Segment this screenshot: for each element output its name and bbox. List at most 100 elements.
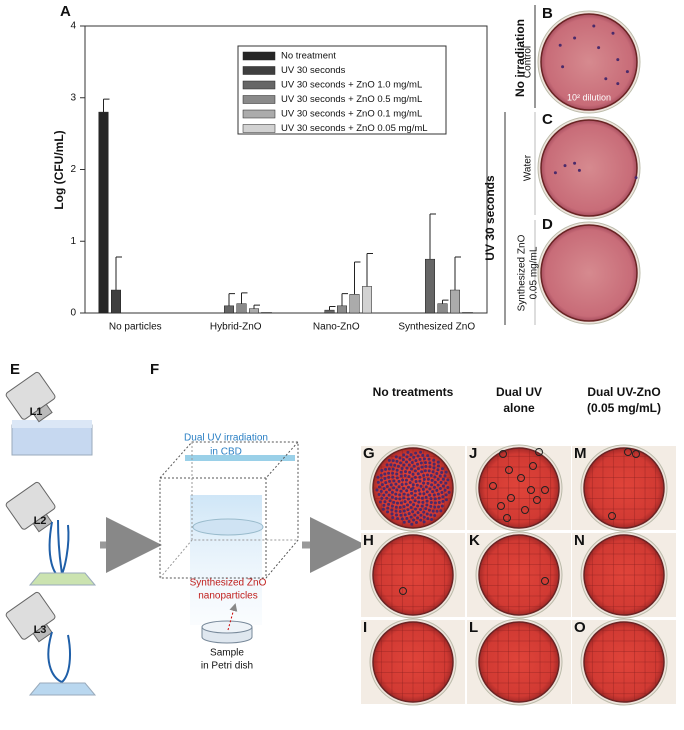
colony <box>412 503 416 507</box>
colony <box>394 505 398 509</box>
colony <box>611 31 615 35</box>
colony <box>437 496 441 500</box>
x-tick-label: No particles <box>109 322 162 333</box>
colony <box>409 453 413 457</box>
colony <box>384 490 388 494</box>
panel-letter: O <box>574 619 586 636</box>
colony <box>426 473 430 477</box>
colony <box>391 516 395 520</box>
colony <box>390 490 394 494</box>
colony <box>435 488 439 492</box>
y-tick-label: 2 <box>70 164 76 175</box>
colony <box>416 504 420 508</box>
agar-plate <box>583 447 665 529</box>
colony <box>433 497 437 501</box>
colony <box>427 469 431 473</box>
bar <box>111 289 121 314</box>
colony <box>440 470 444 474</box>
colony <box>420 465 424 469</box>
colony <box>424 465 428 469</box>
colony <box>400 466 404 470</box>
legend-swatch <box>242 109 276 119</box>
legend-label: UV 30 seconds + ZnO 0.1 mg/mL <box>281 109 422 120</box>
colony <box>410 477 414 481</box>
colony <box>410 460 414 464</box>
colony <box>400 483 404 487</box>
colony <box>426 517 430 521</box>
lamp-label: L1 <box>30 406 43 418</box>
colony <box>436 483 440 487</box>
colony <box>419 513 423 517</box>
colony <box>408 481 412 485</box>
colony <box>433 501 437 505</box>
colony <box>435 471 439 475</box>
colony <box>446 478 450 482</box>
colony <box>441 499 445 503</box>
colony <box>407 463 411 467</box>
colony <box>387 471 391 475</box>
colony <box>407 485 411 489</box>
colony <box>430 478 434 482</box>
colony <box>407 512 411 516</box>
colony <box>405 489 409 493</box>
colony <box>406 493 410 497</box>
colony <box>443 488 447 492</box>
colony <box>404 470 408 474</box>
colony <box>390 495 394 499</box>
panel-letter: C <box>542 111 553 128</box>
colony <box>413 475 417 479</box>
colony <box>428 487 432 491</box>
colony <box>392 479 396 483</box>
colony <box>573 36 577 40</box>
colony <box>376 480 380 484</box>
colony <box>397 485 401 489</box>
agar-plate <box>540 119 638 217</box>
agar-plate <box>372 621 454 703</box>
legend-swatch <box>242 80 276 90</box>
colony <box>384 481 388 485</box>
colony <box>412 464 416 468</box>
colony <box>406 508 410 512</box>
bar <box>362 286 372 314</box>
colony <box>392 486 396 490</box>
colony <box>410 522 414 526</box>
agar-plate <box>478 447 560 529</box>
colony <box>399 513 403 517</box>
colony <box>437 500 441 504</box>
colony <box>417 488 421 492</box>
panel-letter: N <box>574 532 585 549</box>
colony <box>489 482 497 490</box>
colony <box>379 473 383 477</box>
bar <box>249 308 259 314</box>
colony <box>422 457 426 461</box>
colony <box>402 463 406 467</box>
colony <box>378 500 382 504</box>
colony <box>573 161 577 165</box>
colony <box>398 456 402 460</box>
colony <box>431 470 435 474</box>
colony <box>420 470 424 474</box>
colony <box>419 508 423 512</box>
plate-label: Synthesized ZnO <box>517 234 528 311</box>
plate-label: Water <box>523 154 534 181</box>
colony <box>402 520 406 524</box>
colony <box>414 507 418 511</box>
colony <box>592 24 596 28</box>
colony <box>397 479 401 483</box>
error-bar <box>103 98 110 113</box>
colony <box>503 514 511 522</box>
colony <box>398 505 402 509</box>
colony <box>406 497 410 501</box>
colony <box>394 513 398 517</box>
colony <box>379 478 383 482</box>
agar-plate <box>372 534 454 616</box>
colony <box>394 455 398 459</box>
colony <box>388 499 392 503</box>
colony <box>387 467 391 471</box>
colony <box>541 577 549 585</box>
colony <box>432 458 436 462</box>
colony <box>425 499 429 503</box>
colony <box>391 467 395 471</box>
colony <box>387 458 391 462</box>
colony <box>426 477 430 481</box>
